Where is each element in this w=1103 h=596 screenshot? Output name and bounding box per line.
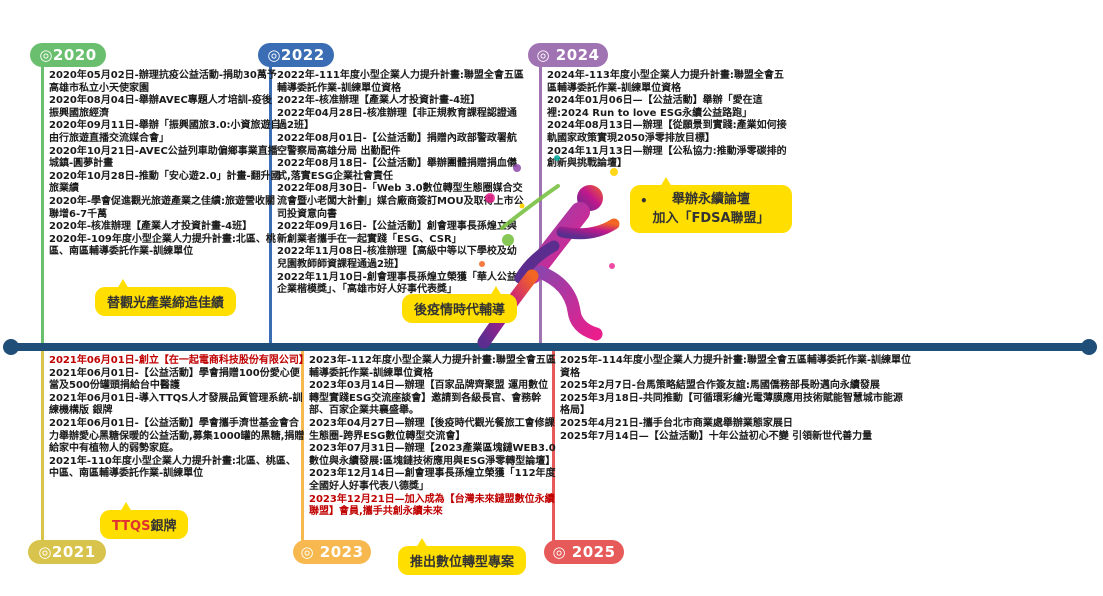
callout-digital-transformation: 推出數位轉型專案 [398,538,527,575]
callout-tail [490,286,502,296]
events-2021: 2021年06月01日-創立【在一起電商科技股份有限公司】 2021年06月01日… [49,355,309,481]
callout-text-line1: 舉辦永續論壇 [671,192,750,207]
timeline-event: 2020年-109年度小型企業人力提升計畫:北區、桃區、南區輔導委託作業-訓練單… [49,233,276,258]
timeline-event: 2023年12月21日—加入成為【台灣未來鏈盟數位永續聯盟】會員,攜手共創永續未… [309,493,555,518]
timeline-event: 2022年08月18日-【公益活動】舉辦團體捐贈捐血儀式,落實ESG企業社會責任 [277,158,517,182]
callout-tail [416,538,428,548]
events-2024: 2024年-113年度小型企業人力提升計畫:聯盟全會五區輔導委託作業-訓練單位資… [547,70,790,171]
events-2025: 2025年-114年度小型企業人力提升計畫:聯盟全會五區輔導委託作業-訓練單位資… [560,355,912,443]
timeline-endpoint-left [3,339,19,355]
timeline-endpoint-right [1081,339,1097,355]
year-badge-2022: ◎2022 [258,43,334,67]
timeline-event: 2022年-核准辦理【產業人才投資計畫-4班】 [277,95,481,107]
bullet-icon: • [640,194,648,208]
callout-tourism-achievement: 替觀光產業締造佳績 [95,279,237,316]
timeline-event: 2020年05月02日-辦理抗疫公益活動-捐助30萬予高雄市私立小天使家園 [49,70,277,94]
callout-text: 後疫情時代輔導 [414,303,506,318]
connector-line-2020 [41,66,44,343]
timeline-event: 2023年07月31日—辦理【2023產業區塊鏈WEB3.0數位與永續發展:區塊… [309,443,556,467]
timeline-event: 2020年10月21日-AVEC公益列車助偏鄉事業直播城鎮-圓夢計畫 [49,145,278,170]
timeline-event: 2022年11月10日-創會理事長孫煌立榮獲「華人公益企業楷模獎」、「高雄市好人… [277,271,517,296]
year-badge-2021: ◎2021 [28,540,106,564]
timeline-event: 2024年11月13日—辦理【公私協力:推動淨零碳排的創新與挑戰論壇】 [547,145,787,170]
timeline-event: 2022年09月16日-【公益活動】創會理事長孫煌立與新創業者攜手在一起實踐「E… [277,221,517,245]
timeline-event: 2021年06月01日-【公益活動】學會攜手濟世基金會合力舉辦愛心黑糖保暖的公益… [49,417,305,455]
timeline-event: 2023年04月27日—辦理【後疫時代觀光餐旅工會修課生態圈-跨界ESG數位轉型… [309,417,555,442]
callout-text: 銀牌 [150,519,177,534]
callout-tail [660,177,672,187]
timeline-event: 2023年-112年度小型企業人力提升計畫:聯盟全會五區輔導委託作業-訓練單位資… [309,355,556,379]
timeline-event: 2021年06月01日-導入TTQS人才發展品質管理系統-訓練機構版 銀牌 [49,392,303,417]
callout-text-line2: 加入「FDSA聯盟」 [652,211,770,226]
connector-line-2021 [41,351,44,541]
timeline-event: 2020年-學會促進觀光旅遊產業之佳績:旅遊營收關聯增6-7千萬 [49,195,275,220]
callout-fdsa-alliance: • 舉辦永續論壇 加入「FDSA聯盟」 [630,177,792,233]
timeline-event: 2024年08月13日—辦理【從願景到實踐:產業如何接軌國家政策實現2050淨零… [547,120,787,144]
connector-line-2023 [301,351,304,541]
callout-tail [120,502,132,512]
callout-ttqs-silver: TTQS銀牌 [100,502,189,539]
timeline-event: 2020年08月04日-舉辦AVEC專題人才培訓-疫後振興國旅經濟 [49,95,272,119]
events-2020: 2020年05月02日-辦理抗疫公益活動-捐助30萬予高雄市私立小天使家園 202… [49,70,281,259]
events-2022: 2022年-111年度小型企業人力提升計畫:聯盟全會五區輔導委託作業-訓練單位資… [277,70,524,297]
timeline-event: 2025年4月21日-攜手台北市商業處舉辦業態家展日 [560,417,793,429]
callout-text: 替觀光產業締造佳績 [107,296,225,311]
connector-line-2024 [539,66,542,343]
year-badge-2023: ◎ 2023 [293,540,371,564]
timeline-event: 2023年03月14日—辦理【百家品牌齊聚盟 運用數位轉型實踐ESG交流座談會】… [309,380,549,417]
timeline-event: 2020年09月11日-舉辦「振興國旅3.0:小資旅遊自由行旅遊直播交流媒合會」 [49,120,281,144]
ttqs-callout-highlight: TTQS [112,519,151,534]
timeline-event: 2025年3月18日-共同推動【可循環彩繪光電薄膜應用技術賦能智慧城市能源格局】 [560,392,903,417]
timeline-bar [8,343,1095,351]
timeline-event: 2022年-111年度小型企業人力提升計畫:聯盟全會五區輔導委託作業-訓練單位資… [277,70,524,94]
timeline-event: 2022年11月08日-核准辦理【高級中等以下學校及幼兒園教師師資課程通過2班】 [277,246,517,270]
timeline-event: 2022年08月30日-「Web 3.0數位轉型生態圈媒合交流會暨小老闆大計劃」… [277,183,524,220]
runner-illustration [477,155,637,349]
timeline-event: 2020年10月28日-推動「安心遊2.0」計畫-翻升國旅業績 [49,170,281,195]
year-badge-2025: ◎ 2025 [544,540,624,564]
timeline-event: 2022年04月28日-核准辦理【非正規教育課程認證通過2班】 [277,107,517,132]
timeline-event: 2020年-核准辦理【產業人才投資計畫-4班】 [49,221,253,233]
year-badge-2020: ◎2020 [30,43,106,67]
timeline-event: 2024年01月06日—【公益活動】舉辦「愛在這裡:2024 Run to lo… [547,95,763,119]
year-badge-2024: ◎ 2024 [528,43,608,67]
callout-text: 推出數位轉型專案 [410,555,515,570]
timeline-event: 2021年06月01日-【公益活動】學會捐贈100份愛心便當及500份罐頭捐給台… [49,367,300,392]
timeline-event: 2021年-110年度小型企業人力提升計畫:北區、桃區、中區、南區輔導委託作業-… [49,455,296,480]
connector-line-2022 [269,66,272,343]
connector-line-2025 [552,351,555,541]
timeline-event: 2025年2月7日-台馬策略結盟合作簽友誼:馬國僑務部長盼邁向永續發展 [560,380,880,392]
timeline-event: 2024年-113年度小型企業人力提升計畫:聯盟全會五區輔導委託作業-訓練單位資… [547,70,784,94]
events-2023: 2023年-112年度小型企業人力提升計畫:聯盟全會五區輔導委託作業-訓練單位資… [309,355,558,519]
timeline-event: 2022年08月01日-【公益活動】捐贈內政部警政署航空警察局高雄分局 出勤配件 [277,132,517,157]
timeline-event: 2025年7月14日—【公益活動】十年公益初心不變 引領新世代善力量 [560,430,873,442]
callout-post-pandemic: 後疫情時代輔導 [402,286,518,323]
timeline-event: 2021年06月01日-創立【在一起電商科技股份有限公司】 [49,355,309,366]
callout-tail [117,279,129,289]
timeline-event: 2023年12月14日—創會理事長孫煌立榮獲「112年度全國好人好事代表八德獎」 [309,468,556,492]
timeline-event: 2025年-114年度小型企業人力提升計畫:聯盟全會五區輔導委託作業-訓練單位資… [560,355,912,379]
